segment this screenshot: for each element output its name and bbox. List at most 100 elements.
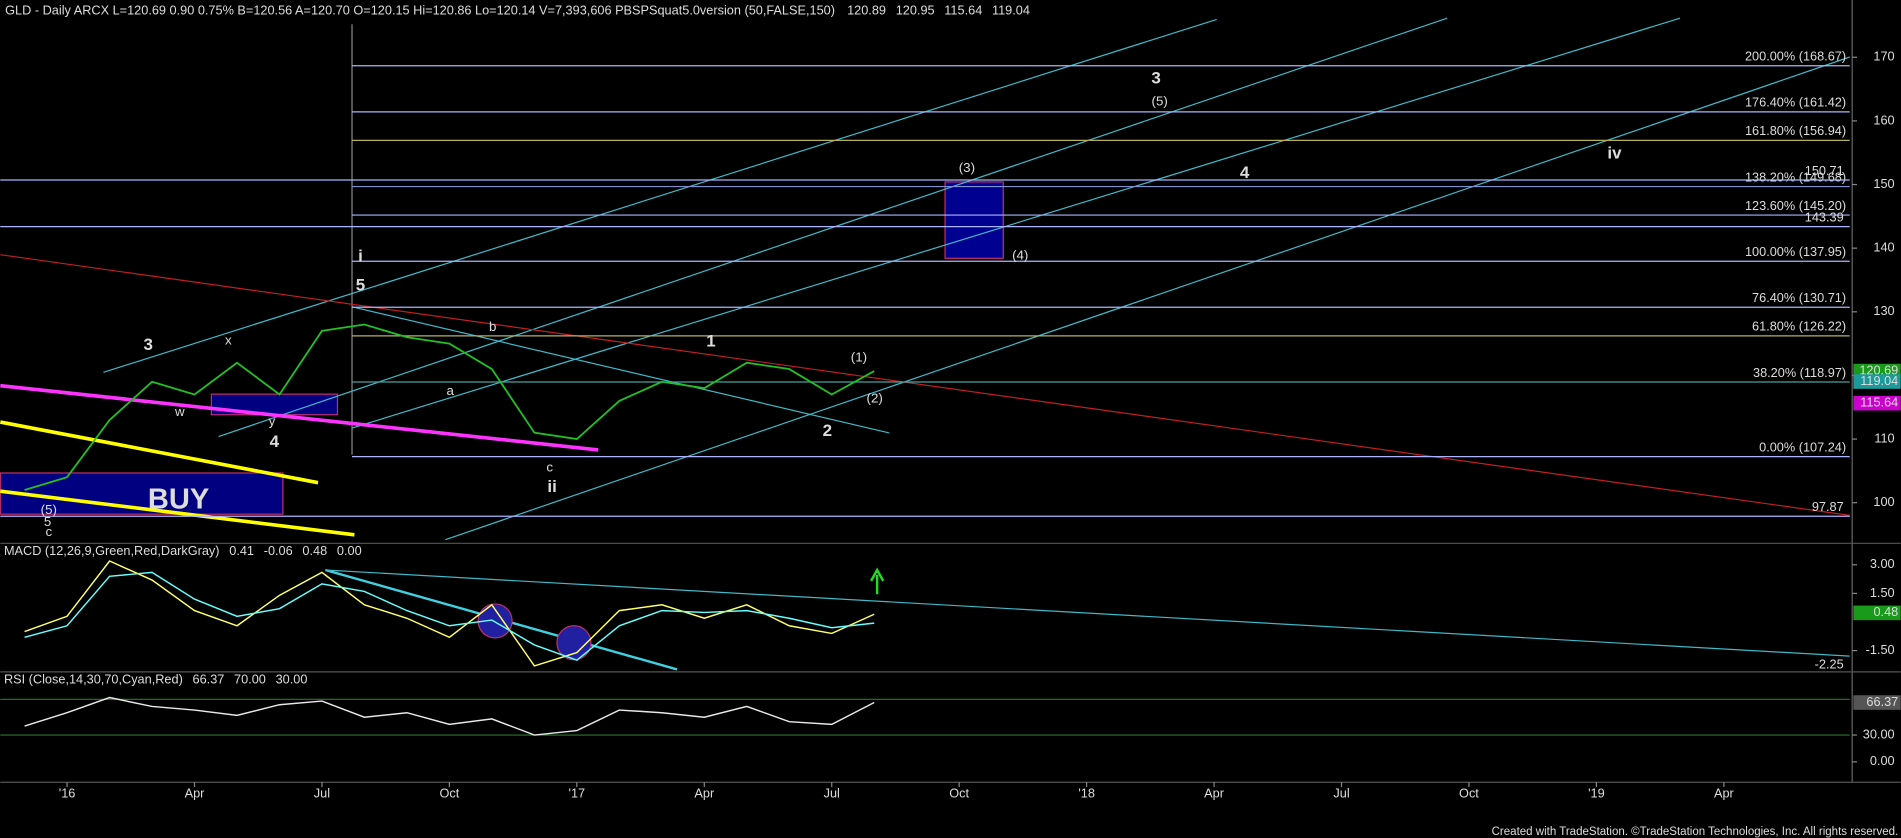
footer: Created with TradeStation. ©TradeStation… — [1492, 826, 1899, 838]
level-label: 150.71 — [1805, 163, 1844, 178]
header-readout: 120.95 — [896, 2, 935, 17]
level-label: -2.25 — [1815, 656, 1844, 671]
wave-label: (4) — [1012, 247, 1028, 262]
trend-line — [0, 489, 355, 537]
trend-line — [0, 254, 1850, 517]
x-tick-label: Apr — [1714, 786, 1735, 801]
trend-line — [218, 17, 1448, 438]
y-tick-label: 1.50 — [1870, 585, 1895, 600]
wave-label: iv — [1607, 144, 1622, 163]
x-tick-label: Oct — [949, 786, 969, 801]
price-label: 119.04 — [1860, 373, 1898, 388]
level-label: 200.00% (168.67) — [1745, 49, 1846, 64]
wave-label: b — [489, 319, 496, 334]
y-tick-label: 0.00 — [1870, 753, 1895, 768]
wave-label: 4 — [270, 432, 280, 451]
series-line — [24, 560, 875, 667]
trend-line — [0, 420, 319, 485]
drawings — [0, 17, 1850, 671]
x-tick-label: '18 — [1078, 786, 1095, 801]
panel-readout: 0.41 — [229, 543, 254, 558]
price-label-box — [1853, 395, 1901, 411]
wave-label: 4 — [1240, 163, 1250, 182]
panel-title: RSI (Close,14,30,70,Cyan,Red) — [4, 672, 183, 687]
price-label: 120.69 — [1859, 362, 1898, 377]
level-label: 176.40% (161.42) — [1745, 95, 1846, 110]
x-tick-label: '19 — [1588, 786, 1605, 801]
target-box — [944, 181, 1004, 259]
trend-line — [0, 383, 599, 452]
level-label: 123.60% (145.20) — [1745, 198, 1846, 213]
level-label: 0.00% (107.24) — [1759, 440, 1846, 455]
price-label: 0.48 — [1873, 604, 1898, 619]
level-label: 161.80% (156.94) — [1745, 123, 1846, 138]
header-readout: 115.64 — [944, 2, 982, 17]
panel-readout: 70.00 — [234, 672, 266, 687]
y-tick-label: 3.00 — [1870, 556, 1895, 571]
wave-label: c — [546, 460, 553, 475]
wave-label: c — [45, 524, 52, 539]
level-label: 138.20% (149.68) — [1745, 169, 1846, 184]
price-label: 115.64 — [1860, 395, 1898, 410]
panel-readout: 30.00 — [276, 672, 308, 687]
level-label: 100.00% (137.95) — [1745, 244, 1846, 259]
level-label: 76.40% (130.71) — [1752, 290, 1846, 305]
wave-label: 3 — [1151, 68, 1160, 87]
price-label-box — [1853, 374, 1901, 389]
wave-label: y — [269, 414, 276, 429]
y-tick-label: 100 — [1873, 494, 1894, 509]
x-tick-label: Apr — [694, 786, 715, 801]
trend-line — [325, 569, 1850, 657]
price-label: 66.37 — [1866, 694, 1898, 709]
wave-label: (1) — [851, 349, 867, 364]
wave-label: a — [447, 383, 455, 398]
wave-label: w — [174, 404, 185, 419]
arrow — [870, 567, 885, 595]
y-tick-label: 160 — [1873, 112, 1894, 127]
panel-readout: 0.48 — [302, 543, 327, 558]
trend-line — [351, 17, 1681, 429]
wave-label: (3) — [959, 160, 975, 175]
level-label: 61.80% (126.22) — [1752, 319, 1846, 334]
x-tick-label: Oct — [439, 786, 459, 801]
y-tick-label: -1.50 — [1866, 642, 1895, 657]
y-tick-label: 170 — [1873, 49, 1894, 64]
x-tick-label: '16 — [59, 786, 76, 801]
trend-line — [351, 306, 890, 434]
x-tick-label: Jul — [314, 786, 330, 801]
wave-label: 1 — [706, 331, 715, 350]
y-tick-label: 140 — [1873, 240, 1894, 255]
y-tick-label: 150 — [1873, 176, 1894, 191]
header-readout: 119.04 — [992, 2, 1030, 17]
wave-label: (5) — [1152, 93, 1168, 108]
wave-label: ii — [547, 477, 556, 496]
price-label-box — [1853, 605, 1901, 621]
wave-label: (5) — [41, 502, 57, 517]
x-tick-label: Apr — [1204, 786, 1225, 801]
series-line — [24, 571, 875, 662]
wave-label: 2 — [823, 421, 832, 440]
x-tick-label: Jul — [824, 786, 840, 801]
x-tick-label: Oct — [1459, 786, 1479, 801]
y-tick-label: 110 — [1874, 430, 1894, 445]
series-line — [24, 696, 875, 736]
series-line — [24, 323, 875, 491]
panel-readout: 0.00 — [337, 543, 362, 558]
y-tick-label: 30.00 — [1863, 726, 1895, 741]
wave-label: 5 — [356, 276, 365, 295]
x-tick-label: Apr — [185, 786, 206, 801]
trend-line — [103, 18, 1217, 373]
panel-readout: 66.37 — [193, 672, 225, 687]
wave-label: x — [225, 332, 232, 347]
level-label: 38.20% (118.97) — [1753, 365, 1846, 380]
header-readout: 120.89 — [847, 2, 886, 17]
x-tick-label: '17 — [569, 786, 586, 801]
header-caption: GLD - Daily ARCX L=120.69 0.90 0.75% B=1… — [5, 2, 835, 17]
level-label: 143.39 — [1805, 209, 1844, 224]
wave-label: (2) — [867, 391, 883, 406]
price-label-box — [1853, 695, 1901, 710]
panel-readout: -0.06 — [264, 543, 293, 558]
y-tick-label: 130 — [1873, 303, 1894, 318]
